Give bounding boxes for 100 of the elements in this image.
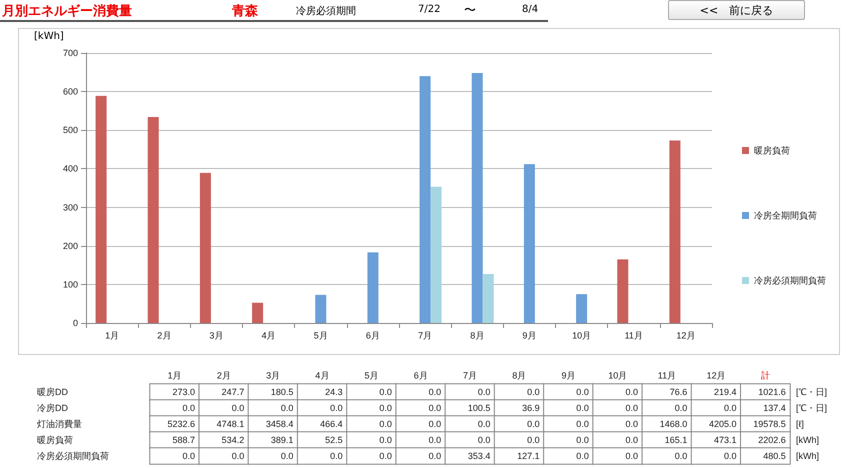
bar (367, 252, 378, 323)
x-tick-label: 11月 (658, 370, 676, 380)
data-label: 247.7 (222, 387, 244, 397)
data-label: 0.0 (330, 403, 343, 413)
x-tick-label: 9月 (522, 330, 536, 340)
data-label: 0.0 (280, 403, 294, 413)
data-label: 1021.6 (758, 387, 786, 397)
data-label: 1468.0 (660, 419, 688, 429)
data-label: 0.0 (724, 451, 737, 461)
data-label: 36.9 (522, 403, 540, 413)
x-tick-label: 6月 (414, 370, 428, 380)
x-tick-label: 3月 (209, 330, 224, 340)
chart-subtitle: 青森 (232, 3, 258, 20)
data-label: 219.4 (714, 387, 737, 397)
x-tick-label: 5月 (314, 330, 328, 340)
data-label: 3458.4 (266, 419, 294, 429)
data-label: 0.0 (576, 451, 589, 461)
bar (430, 186, 442, 323)
data-label: 0.0 (576, 387, 589, 397)
legend-label: 冷房全期間負荷 (754, 210, 817, 220)
y-tick-label: 600 (62, 86, 78, 97)
text: 冷房必須期間 (296, 4, 356, 18)
y-tick-label: 0 (72, 318, 78, 328)
bar (200, 172, 211, 323)
data-label: 100.5 (468, 403, 490, 413)
data-label: 473.1 (714, 435, 737, 445)
bar (420, 76, 431, 323)
y-tick-label: 400 (62, 164, 78, 174)
y-tick-label: 500 (62, 125, 78, 136)
data-label: 0.0 (674, 403, 688, 413)
data-label: 588.7 (172, 435, 195, 445)
data-label: 127.1 (517, 451, 540, 461)
data-label: 0.0 (428, 435, 442, 445)
data-label: 5232.6 (167, 419, 195, 429)
data-label: 0.0 (478, 435, 490, 445)
x-tick-label: 計 (760, 370, 770, 380)
x-tick-label: 8月 (470, 330, 484, 340)
y-tick-label: 冷房DD (37, 403, 68, 413)
data-label: 0.0 (232, 403, 244, 413)
bar (472, 73, 483, 323)
x-tick-label: 9月 (561, 370, 576, 380)
data-label: 273.0 (172, 387, 195, 397)
bar (482, 274, 494, 323)
data-label: 0.0 (379, 403, 392, 413)
data-label: 0.0 (527, 387, 540, 397)
bar (524, 164, 535, 323)
data-label: 52.5 (325, 435, 343, 445)
data-label: 389.1 (270, 435, 294, 445)
data-label: 0.0 (232, 451, 244, 461)
data-label: 4748.1 (216, 419, 244, 429)
data-label: 0.0 (626, 403, 638, 413)
data-label: 0.0 (182, 403, 195, 413)
data-label: 480.5 (763, 451, 786, 461)
legend-label: 暖房負荷 (754, 146, 790, 156)
data-label: 4205.0 (708, 419, 737, 429)
bar (148, 116, 159, 323)
x-tick-label: 8月 (512, 370, 526, 380)
back-button[interactable]: << 前に戻る (668, 0, 805, 20)
y-axis-title: [kWh] (34, 31, 64, 42)
bar (576, 294, 588, 323)
x-tick-label: 1月 (105, 330, 120, 340)
x-tick-label: 4月 (315, 370, 330, 380)
data-label: 0.0 (527, 435, 540, 445)
y-tick-label: 暖房負荷 (37, 435, 73, 445)
y-tick-label: 700 (62, 48, 78, 58)
data-label: 0.0 (626, 451, 638, 461)
y2-tick-label: [ℓ] (796, 419, 804, 429)
y-tick-label: 冷房必須期間負荷 (37, 451, 109, 461)
x-tick-label: 5月 (364, 370, 379, 380)
y-tick-label: 灯油消費量 (37, 419, 82, 429)
y2-tick-label: [℃・日] (796, 387, 828, 397)
data-label: 0.0 (182, 451, 195, 461)
x-tick-label: 4月 (262, 330, 276, 340)
x-tick-label: 11月 (624, 330, 643, 340)
x-tick-label: 12月 (706, 370, 726, 380)
data-label: 0.0 (428, 419, 442, 429)
y-tick-label: 暖房DD (37, 387, 68, 397)
data-label: 0.0 (478, 387, 490, 397)
x-tick-label: 10月 (608, 370, 628, 380)
x-tick-label: 1月 (168, 370, 182, 380)
bar (617, 259, 628, 323)
data-label: 0.0 (330, 451, 343, 461)
x-tick-label: 2月 (216, 370, 231, 380)
bar (252, 302, 264, 323)
x-tick-label: 2月 (157, 330, 172, 340)
data-label: 0.0 (724, 403, 737, 413)
data-label: 0.0 (428, 451, 442, 461)
data-label: 19578.5 (753, 419, 786, 429)
x-tick-label: 3月 (266, 370, 280, 380)
y2-tick-label: [kWh] (796, 435, 820, 445)
data-label: 353.4 (468, 451, 490, 461)
data-label: 0.0 (379, 451, 392, 461)
x-tick-label: 10月 (572, 330, 592, 340)
x-tick-label: 7月 (418, 330, 432, 340)
y2-tick-label: [℃・日] (796, 403, 828, 413)
data-label: 0.0 (576, 435, 589, 445)
data-label: 180.5 (270, 387, 294, 397)
data-label: 0.0 (428, 387, 442, 397)
text: 8/4 (522, 4, 538, 15)
y-tick-label: 300 (62, 202, 78, 212)
